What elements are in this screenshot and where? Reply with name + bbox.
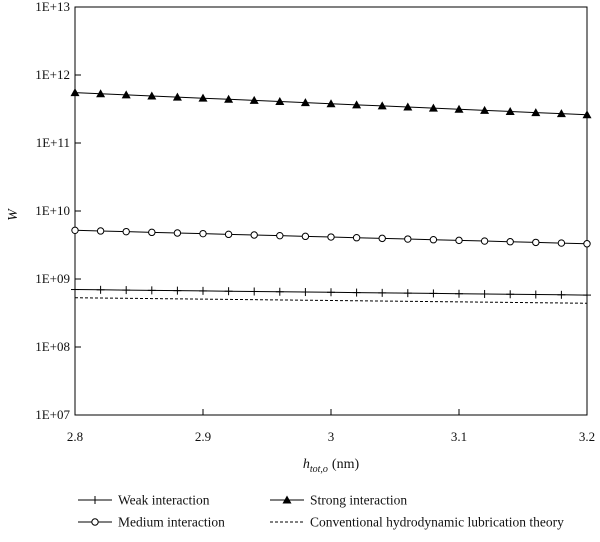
legend-label: Conventional hydrodynamic lubrication th… bbox=[310, 515, 564, 530]
x-axis-title-unit: (nm) bbox=[332, 457, 360, 472]
marker-triangle bbox=[352, 100, 362, 109]
legend-item: Strong interaction bbox=[270, 493, 407, 508]
marker-circle bbox=[583, 240, 591, 248]
marker-triangle bbox=[505, 106, 515, 115]
legend-item: Weak interaction bbox=[78, 493, 210, 508]
marker-triangle bbox=[531, 108, 541, 117]
marker-triangle bbox=[70, 88, 80, 97]
marker-triangle bbox=[275, 97, 285, 106]
marker-triangle bbox=[454, 104, 464, 113]
marker-triangle bbox=[582, 110, 592, 119]
y-tick-label: 1E+13 bbox=[35, 0, 70, 14]
marker-triangle bbox=[96, 89, 106, 98]
marker-circle bbox=[429, 236, 438, 244]
x-tick-label: 2.9 bbox=[195, 429, 211, 444]
marker-circle bbox=[404, 235, 412, 243]
legend-item: Medium interaction bbox=[78, 515, 225, 530]
marker-triangle bbox=[172, 92, 182, 101]
marker-circle bbox=[557, 239, 566, 247]
marker-triangle bbox=[326, 99, 336, 108]
marker-triangle bbox=[300, 98, 310, 107]
x-tick-label: 3.1 bbox=[451, 429, 467, 444]
marker-circle bbox=[199, 229, 207, 238]
marker-triangle bbox=[147, 91, 157, 100]
y-tick-label: 1E+07 bbox=[35, 407, 70, 422]
marker-triangle bbox=[377, 101, 387, 110]
y-tick-label: 1E+08 bbox=[35, 339, 70, 354]
marker-triangle bbox=[224, 94, 234, 103]
marker-circle bbox=[276, 231, 284, 240]
x-tick-label: 3 bbox=[328, 429, 335, 444]
marker-circle bbox=[480, 237, 489, 245]
series-conventional-hydrodynamic-lubrication-theory bbox=[74, 297, 588, 304]
x-axis-title-main: h bbox=[303, 457, 310, 472]
y-tick-label: 1E+12 bbox=[35, 67, 70, 82]
x-tick-label: 2.8 bbox=[67, 429, 83, 444]
x-tick-label: 3.2 bbox=[579, 429, 595, 444]
marker-circle bbox=[224, 230, 233, 239]
series-strong-interaction bbox=[70, 88, 592, 119]
y-tick-label: 1E+09 bbox=[35, 271, 70, 286]
legend-label: Strong interaction bbox=[310, 493, 407, 508]
plot-frame bbox=[74, 6, 588, 416]
legend-item: Conventional hydrodynamic lubrication th… bbox=[270, 515, 564, 530]
y-axis-title: W bbox=[6, 208, 21, 221]
marker-triangle bbox=[121, 90, 131, 99]
marker-triangle bbox=[556, 109, 566, 118]
y-tick-label: 1E+11 bbox=[36, 135, 70, 150]
marker-circle bbox=[250, 231, 258, 239]
marker-triangle bbox=[282, 495, 292, 504]
marker-triangle bbox=[428, 103, 438, 112]
marker-circle bbox=[91, 518, 99, 526]
marker-triangle bbox=[480, 105, 490, 114]
marker-circle bbox=[506, 238, 514, 246]
marker-circle bbox=[352, 233, 361, 242]
series-line bbox=[74, 297, 588, 304]
marker-circle bbox=[71, 226, 79, 235]
x-axis-title: htot,o (nm) bbox=[303, 457, 360, 475]
marker-triangle bbox=[403, 102, 413, 111]
series-layer bbox=[70, 88, 592, 304]
marker-circle bbox=[327, 233, 335, 241]
series-medium-interaction bbox=[71, 226, 591, 248]
x-axis-title-sub: tot,o bbox=[310, 464, 328, 475]
marker-triangle bbox=[198, 93, 208, 102]
y-axis-ticks: 1E+07 1E+08 1E+09 1E+10 1E+11 1E+12 1E+13 bbox=[35, 0, 81, 422]
legend-label: Medium interaction bbox=[118, 515, 225, 530]
legend-label: Weak interaction bbox=[118, 493, 210, 508]
marker-circle bbox=[455, 236, 463, 245]
marker-circle bbox=[378, 234, 386, 243]
y-tick-label: 1E+10 bbox=[35, 203, 70, 218]
x-axis-ticks: 2.8 2.9 3 3.1 3.2 bbox=[67, 409, 595, 444]
marker-circle bbox=[532, 238, 540, 247]
marker-circle bbox=[96, 227, 105, 235]
marker-circle bbox=[148, 228, 156, 237]
marker-triangle bbox=[249, 95, 259, 104]
marker-circle bbox=[173, 229, 182, 237]
marker-circle bbox=[301, 232, 310, 241]
legend: Weak interaction Strong interaction Medium… bbox=[78, 493, 564, 530]
series-weak-interaction bbox=[71, 285, 591, 300]
marker-circle bbox=[122, 227, 130, 236]
